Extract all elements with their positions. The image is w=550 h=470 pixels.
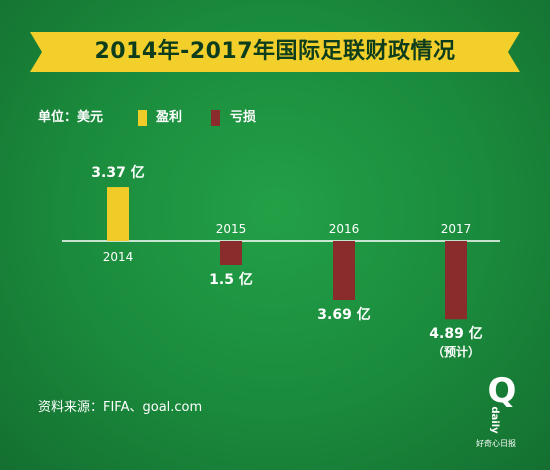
value-label-2015: 1.5 亿: [209, 271, 253, 288]
note-label-2017: （预计）: [432, 344, 480, 359]
title-banner: 2014年-2017年国际足联财政情况: [30, 32, 520, 72]
svg-text:daily: daily: [489, 406, 500, 434]
value-label-2014: 3.37 亿: [91, 164, 144, 181]
legend-label-profit: 盈利: [156, 110, 183, 125]
bar-2017: [445, 241, 467, 320]
title-banner-shape: [30, 32, 520, 72]
category-label-2014: 2014: [103, 250, 134, 264]
qdaily-logo: Q daily: [478, 371, 526, 442]
legend-swatch-profit: [138, 110, 147, 126]
unit-label: 单位：美元: [38, 110, 104, 125]
category-label-2016: 2016: [329, 222, 360, 236]
page-title: 2014年-2017年国际足联财政情况: [94, 39, 456, 64]
bar-2015: [220, 241, 242, 265]
bar-2016: [333, 241, 355, 301]
category-label-2015: 2015: [216, 222, 247, 236]
bar-2014: [107, 187, 129, 241]
source-note: 资料来源：FIFA、goal.com: [38, 400, 203, 415]
value-label-2017: 4.89 亿: [429, 325, 482, 342]
legend-label-loss: 亏损: [230, 110, 257, 125]
legend-swatch-loss: [211, 110, 220, 126]
category-label-2017: 2017: [441, 222, 472, 236]
svg-text:Q: Q: [488, 372, 517, 411]
logo-subtitle: 好奇心日报: [476, 439, 516, 448]
value-label-2016: 3.69 亿: [317, 306, 370, 323]
